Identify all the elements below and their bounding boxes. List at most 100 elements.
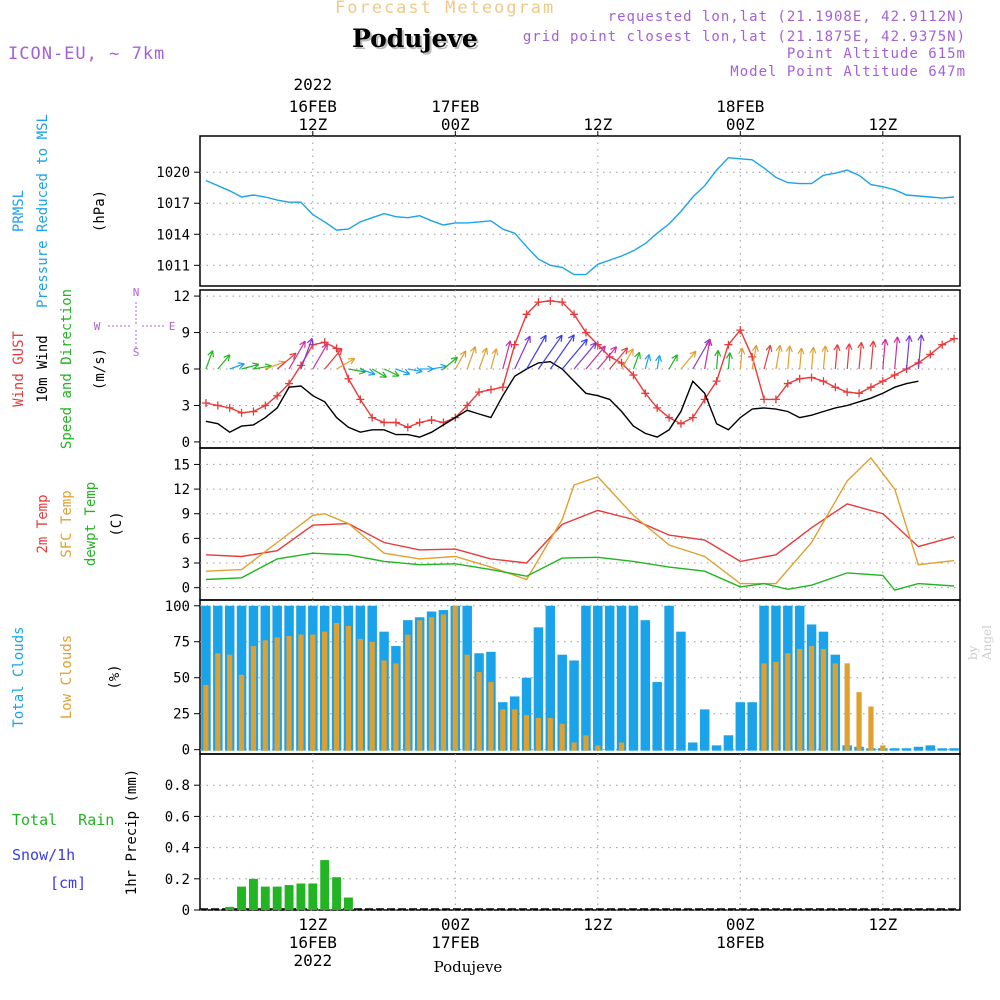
y-tick-label: 0 — [182, 581, 190, 597]
wind-arrow — [751, 345, 757, 370]
gust-marker — [391, 418, 400, 427]
total-cloud-bar — [521, 677, 532, 751]
rain-bar — [343, 897, 353, 910]
total-cloud-bar — [640, 620, 651, 751]
rain-bar — [332, 877, 342, 910]
wind-arrow — [395, 368, 410, 375]
location-title: Podujeve — [352, 24, 478, 53]
wind-arrow-head — [568, 334, 575, 342]
total-cloud-bar — [723, 735, 734, 751]
low-cloud-bar — [298, 634, 304, 751]
wind-arrow-head — [306, 337, 314, 346]
compass-letter: S — [133, 346, 140, 359]
low-cloud-bar — [215, 653, 221, 751]
wind-arrow — [822, 345, 827, 370]
top-tick-label: 12Z — [298, 115, 327, 134]
total-cloud-bar — [889, 748, 900, 751]
wind-arrow-head — [738, 347, 746, 355]
y-tick-label: 75 — [173, 635, 190, 651]
panel-frame — [199, 289, 961, 449]
wind-arrow — [229, 363, 245, 370]
gust-marker — [261, 401, 270, 410]
wind-arrow-head — [459, 350, 467, 358]
low-cloud-bar — [571, 742, 577, 751]
gust-marker — [819, 377, 828, 386]
bottom-tick-label: 17FEB — [431, 933, 479, 952]
bottom-tick-label: 12Z — [583, 915, 612, 934]
y-tick-label: 3 — [182, 398, 190, 414]
wind-arrow-head — [289, 352, 297, 360]
wind-arrow-head — [785, 345, 793, 353]
total-cloud-bar — [937, 748, 947, 751]
y-tick-label: 12 — [173, 289, 190, 305]
wind-arrow — [526, 334, 547, 370]
wind-arrow — [810, 347, 815, 370]
compass-rose — [108, 302, 164, 348]
low-cloud-bar — [832, 663, 838, 751]
wind-arrow-head — [321, 343, 328, 351]
gust-marker — [665, 413, 674, 422]
gust-marker — [498, 383, 507, 392]
y-tick-label: 9 — [182, 326, 190, 342]
gust-marker — [225, 403, 234, 412]
wind-arrow-head — [655, 355, 663, 363]
wind-arrow — [727, 352, 731, 370]
bottom-title: Podujeve — [434, 958, 503, 976]
top-tick-label: 17FEB — [431, 97, 479, 116]
gust-marker — [617, 358, 626, 367]
wind-arrow — [383, 368, 400, 377]
wind-arrow-head — [252, 362, 260, 370]
wind-arrow — [905, 335, 911, 370]
low-cloud-bar — [203, 684, 209, 751]
wind-arrow-head — [207, 350, 215, 358]
wind-arrow — [514, 335, 531, 370]
bottom-tick-label: 00Z — [441, 915, 470, 934]
rain-bar — [284, 885, 294, 910]
gust-marker — [427, 416, 436, 425]
wind-arrow-head — [644, 353, 652, 362]
low-cloud-bar — [369, 641, 375, 751]
panel-precip: 0 0.2 0.4 0.6 0.8 Total Rain Snow/1h [cm] 1hr Pr… — [12, 753, 961, 919]
rain-bar — [308, 883, 318, 910]
gust-marker — [736, 326, 745, 335]
low-cloud-bar — [227, 654, 233, 751]
wind-arrow — [205, 350, 214, 370]
gust-marker — [201, 399, 210, 408]
gust-marker — [653, 403, 662, 412]
wind-arrow-head — [751, 344, 759, 352]
wind-arrow — [478, 347, 488, 370]
model-name: ICON-EU, ~ 7km — [8, 44, 166, 64]
gust-marker — [368, 413, 377, 422]
wind-arrow — [466, 346, 476, 370]
wind-arrow — [443, 356, 458, 370]
grid-coords: grid point closest lon,lat (21.1875E, 42… — [522, 29, 966, 45]
low-cloud-bar — [428, 617, 435, 751]
wind-arrow-head — [299, 340, 306, 348]
total-cloud-bar — [557, 654, 567, 751]
total-cloud-bar — [533, 627, 544, 751]
gust-marker — [629, 371, 638, 380]
wind-arrow — [787, 345, 791, 370]
total-cloud-bar — [913, 746, 924, 751]
low-cloud-bar — [868, 706, 874, 751]
wind-arrow-head — [881, 338, 889, 346]
low-cloud-bar — [880, 745, 886, 751]
wind-arrow-head — [403, 368, 411, 376]
total-cloud-bar — [664, 605, 674, 751]
low-cloud-bar — [523, 715, 530, 751]
low-cloud-bar — [310, 634, 316, 751]
wind-arrow-head — [775, 344, 783, 352]
top-tick-label: 00Z — [726, 115, 755, 134]
total-cloud-bar — [604, 605, 615, 751]
top-tick-label: 18FEB — [716, 97, 764, 116]
axis-label: 10m Wind — [35, 335, 51, 402]
gust-marker — [356, 395, 365, 404]
wind-arrow — [882, 339, 887, 370]
gust-marker — [522, 310, 531, 319]
panel-frame — [199, 135, 961, 287]
y-tick-label: 12 — [173, 482, 190, 498]
wind-arrow — [265, 361, 286, 370]
gust-marker — [783, 379, 792, 388]
low-cloud-bar — [333, 623, 340, 751]
total-cloud-bar — [949, 748, 959, 751]
